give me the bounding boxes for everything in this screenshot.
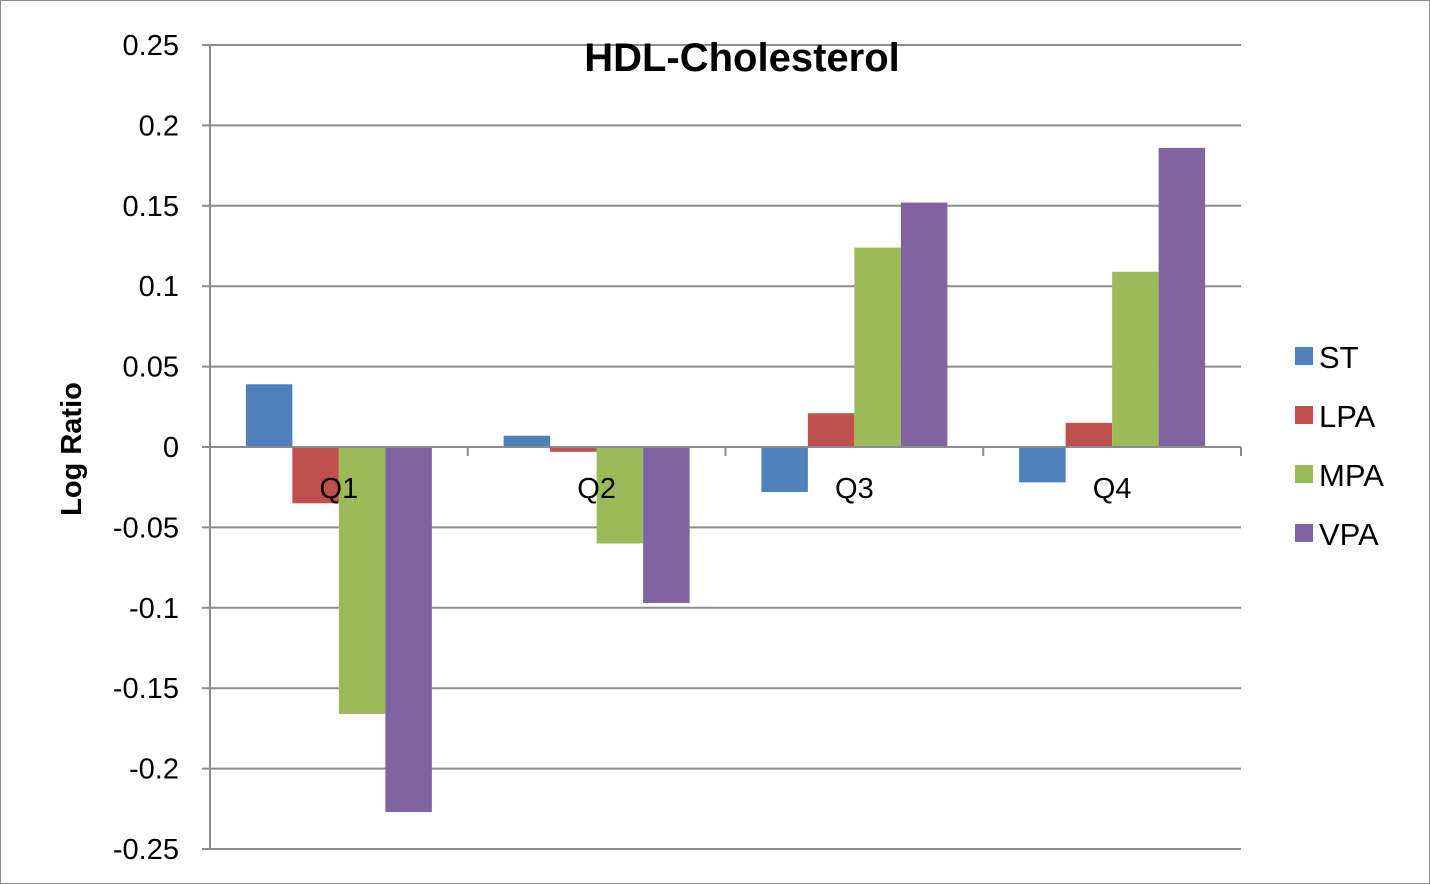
y-tick-label: -0.2 [129, 754, 179, 786]
y-tick-label: -0.1 [129, 593, 179, 625]
legend-swatch [1295, 347, 1313, 365]
category-label: Q2 [577, 473, 616, 505]
y-tick-label: -0.25 [113, 834, 179, 866]
bar-mpa-q4 [1112, 271, 1159, 447]
bar-st-q4 [1019, 447, 1066, 483]
category-label: Q1 [320, 473, 359, 505]
bars [245, 147, 1206, 813]
axes [209, 45, 1242, 849]
legend-swatch [1295, 465, 1313, 483]
legend-label: MPA [1319, 458, 1384, 493]
category-label: Q4 [1093, 473, 1132, 505]
legend: ST LPA MPA VPA [1295, 340, 1384, 552]
bar-mpa-q1 [338, 447, 386, 714]
bar-mpa-q2 [596, 447, 644, 544]
y-tick-label: 0.05 [123, 352, 179, 384]
y-tick-label: -0.05 [113, 512, 179, 544]
y-tick-label: 0.25 [123, 30, 179, 62]
bar-st-q2 [503, 435, 551, 447]
bar-lpa-q3 [807, 413, 855, 447]
bar-st-q1 [245, 384, 293, 447]
y-tick-label: -0.15 [113, 673, 179, 705]
bar-vpa-q2 [643, 447, 690, 603]
x-axis-category-labels: Q1 Q2 Q3 Q4 [320, 473, 1132, 505]
y-axis-tick-labels: 0.25 0.2 0.15 0.1 0.05 0 -0.05 -0.1 -0.15 -0.2 -0.… [113, 30, 179, 866]
chart-title: HDL-Cholesterol [584, 36, 900, 80]
bar-vpa-q3 [900, 202, 948, 447]
bar-vpa-q4 [1158, 147, 1206, 448]
legend-swatch [1295, 524, 1313, 542]
bar-lpa-q4 [1065, 422, 1113, 447]
y-axis-title: Log Ratio [56, 382, 88, 516]
bar-vpa-q1 [385, 447, 432, 813]
category-label: Q3 [835, 473, 874, 505]
y-tick-label: 0.1 [139, 271, 179, 303]
bar-mpa-q3 [854, 247, 901, 447]
y-tick-label: 0.15 [123, 191, 179, 223]
bar-st-q3 [761, 447, 808, 493]
legend-swatch [1295, 406, 1313, 424]
legend-label: LPA [1319, 399, 1376, 434]
legend-label: ST [1319, 340, 1359, 375]
legend-label: VPA [1319, 517, 1379, 552]
bar-lpa-q2 [550, 447, 597, 452]
y-tick-label: 0.2 [139, 110, 179, 142]
y-tick-label: 0 [163, 432, 179, 464]
bar-lpa-q1 [292, 447, 339, 504]
